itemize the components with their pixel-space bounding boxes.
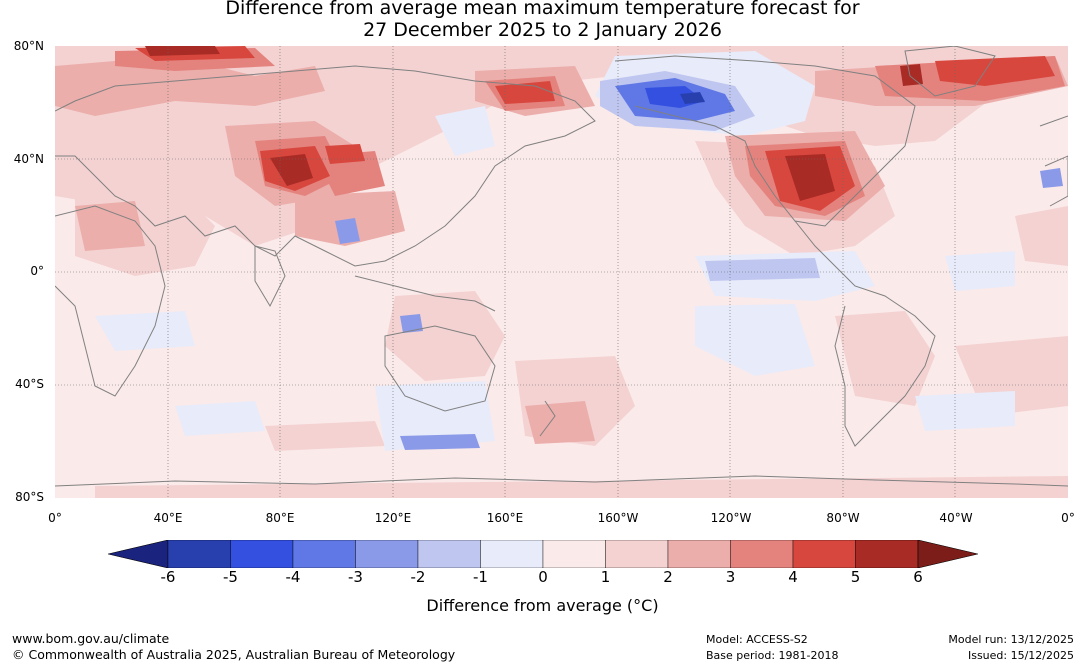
colorbar-tick-label: 1 [600,568,611,586]
lon-label-160w: 160°W [597,511,639,525]
lon-label-80e: 80°E [265,511,295,525]
temperature-anomaly-map [55,46,1068,498]
colorbar-cell [792,540,856,568]
colorbar-cell [167,540,231,568]
colorbar-cell [730,540,794,568]
footer-copyright: © Commonwealth of Australia 2025, Austra… [12,647,456,662]
lat-label-40s: 40°S [15,377,44,391]
footer-issued: Issued: 15/12/2025 [967,649,1074,662]
colorbar-cell [855,540,919,568]
lon-label-120w: 120°W [710,511,752,525]
colorbar-label: Difference from average (°C) [426,596,659,615]
colorbar-tick-label: -5 [223,568,238,586]
lon-label-40e: 40°E [153,511,183,525]
cold-anomaly-patches [335,168,1063,450]
lat-label-80n: 80°N [13,39,44,53]
colorbar-tick-label: 3 [725,568,736,586]
colorbar-cells [108,540,978,568]
colorbar-tick-label: -6 [160,568,176,586]
title-line-2: 27 December 2025 to 2 January 2026 [363,19,722,41]
anomaly-5-to-6-regions [145,46,923,201]
lon-label-0-left: 0° [48,511,62,525]
colorbar-cell [355,540,419,568]
footer-base-period: Base period: 1981-2018 [706,649,839,662]
colorbar-tick-label: -1 [473,568,488,586]
title-line-1: Difference from average mean maximum tem… [225,0,860,19]
footer-model-run: Model run: 13/12/2025 [948,633,1074,646]
colorbar-tick-label: 5 [850,568,861,586]
lon-label-40w: 40°W [939,511,973,525]
map-title: Difference from average mean maximum tem… [0,0,1085,41]
colorbar-cell [605,540,669,568]
lat-label-0: 0° [30,264,44,278]
colorbar-cell [230,540,294,568]
colorbar-tick-label: -4 [285,568,301,586]
colorbar-extend-low [108,540,169,568]
graticule [55,46,1068,498]
map-canvas [55,46,1068,498]
lat-label-80s: 80°S [15,490,44,504]
lat-label-40n: 40°N [13,152,44,166]
cold-anomaly-north-pacific [600,71,755,131]
colorbar-cell [542,540,606,568]
colorbar-extend-high [917,540,978,568]
colorbar-cell [292,540,356,568]
colorbar-tick-label: -3 [348,568,363,586]
coastlines [55,46,1068,487]
lon-label-120e: 120°E [374,511,412,525]
footer-model: Model: ACCESS-S2 [706,633,808,646]
colorbar-tick-label: 2 [663,568,673,586]
lon-label-0-right: 0° [1061,511,1075,525]
colorbar-tick-label: -2 [410,568,426,586]
lon-label-80w: 80°W [826,511,860,525]
lon-label-160e: 160°E [486,511,524,525]
colorbar-tick-label: 6 [913,568,923,586]
colorbar-cell [667,540,731,568]
footer-url[interactable]: www.bom.gov.au/climate [12,631,170,646]
colorbar-tick-label: 4 [788,568,798,586]
colorbar [108,540,978,568]
colorbar-cell [480,540,544,568]
colorbar-tick-label: 0 [538,568,548,586]
colorbar-cell [417,540,481,568]
